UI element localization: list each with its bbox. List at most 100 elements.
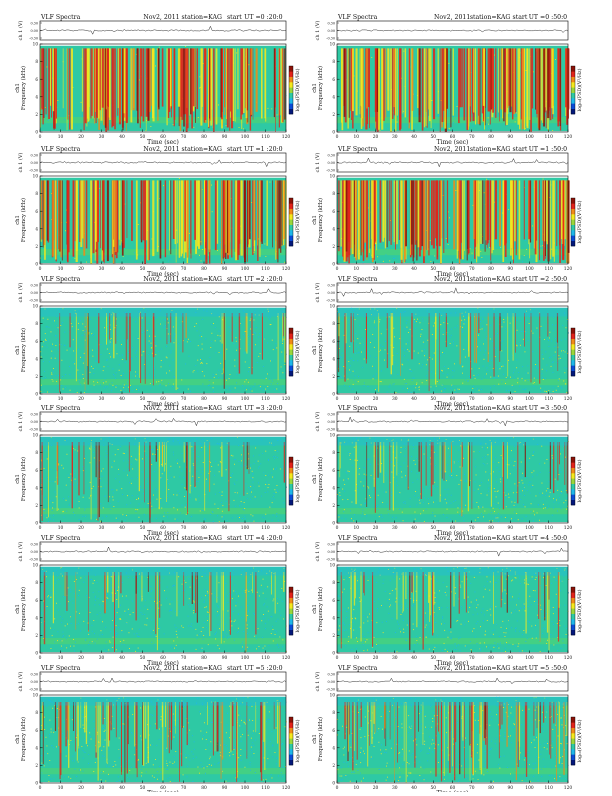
emission-stroke [360, 48, 361, 114]
noise-speck [357, 460, 358, 461]
noise-speck [271, 360, 272, 361]
emission-stroke [393, 442, 394, 511]
emission-stroke [468, 442, 469, 511]
noise-speck [79, 613, 80, 614]
noise-speck [437, 486, 438, 487]
noise-speck [511, 518, 512, 519]
noise-speck [410, 370, 411, 371]
noise-speck [146, 376, 147, 377]
noise-speck [44, 510, 45, 511]
noise-speck [542, 377, 543, 378]
colorbar-segment [571, 484, 575, 490]
noise-speck [411, 456, 412, 457]
noise-speck [181, 626, 182, 627]
emission-stroke [525, 442, 526, 477]
noise-speck [69, 366, 70, 367]
noise-speck [74, 339, 75, 340]
noise-speck [472, 347, 473, 348]
noise-speck [505, 364, 506, 365]
noise-speck [470, 248, 471, 249]
noise-speck [201, 474, 202, 475]
noise-speck [434, 487, 435, 488]
noise-speck [391, 495, 392, 496]
noise-speck [172, 586, 173, 587]
noise-speck [537, 367, 538, 368]
noise-speck [151, 348, 152, 349]
noise-speck [163, 578, 164, 579]
noise-speck [348, 347, 349, 348]
noise-speck [220, 335, 221, 336]
noise-speck [362, 513, 363, 514]
colorbar-segment [289, 473, 293, 479]
noise-speck [156, 344, 157, 345]
emission-stroke [453, 48, 454, 115]
waveform-tick-label: 0.00 [30, 420, 38, 424]
noise-speck [361, 352, 362, 353]
noise-speck [527, 520, 528, 521]
noise-speck [173, 494, 174, 495]
emission-stroke [239, 313, 240, 374]
noise-speck [489, 360, 490, 361]
noise-speck [511, 473, 512, 474]
noise-speck [419, 501, 420, 502]
emission-stroke [243, 48, 245, 113]
emission-stroke [542, 180, 543, 240]
noise-speck [255, 118, 256, 119]
noise-speck [564, 372, 565, 373]
noise-speck [494, 107, 495, 108]
noise-speck [344, 491, 345, 492]
emission-stroke [545, 180, 546, 256]
emission-stroke [512, 48, 513, 119]
noise-speck [456, 475, 457, 476]
noise-speck [50, 500, 51, 501]
noise-speck [539, 493, 540, 494]
noise-speck [251, 202, 252, 203]
noise-speck [348, 452, 349, 453]
colorbar-label: log₁₀(PSD)(V²/Hz) [294, 459, 301, 502]
y-tick-label: 2 [332, 244, 335, 249]
emission-stroke [113, 313, 114, 358]
chart-title: VLF Spectra [40, 405, 81, 412]
emission-stroke [221, 180, 222, 263]
y-tick-label: 2 [332, 112, 335, 117]
noise-speck [46, 576, 47, 577]
noise-speck [428, 498, 429, 499]
noise-speck [493, 449, 494, 450]
noise-speck [223, 637, 224, 638]
noise-speck [56, 342, 57, 343]
noise-speck [477, 389, 478, 390]
emission-stroke [58, 180, 59, 249]
colorbar-segment [289, 494, 293, 500]
emission-stroke [470, 313, 471, 379]
noise-speck [274, 477, 275, 478]
noise-speck [560, 359, 561, 360]
noise-speck [78, 323, 79, 324]
noise-speck [89, 448, 90, 449]
emission-stroke [186, 313, 187, 338]
noise-speck [522, 483, 523, 484]
x-tick-label: 30 [99, 135, 105, 140]
noise-speck [371, 475, 372, 476]
noise-speck [139, 504, 140, 505]
emission-stroke [378, 48, 380, 129]
noise-speck [65, 374, 66, 375]
waveform-tick-label: 0.00 [327, 161, 335, 165]
y-tick-label: 0 [332, 262, 335, 267]
noise-speck [406, 478, 407, 479]
noise-speck [55, 358, 56, 359]
noise-speck [357, 360, 358, 361]
noise-speck [363, 479, 364, 480]
noise-speck [207, 446, 208, 447]
noise-speck [62, 511, 63, 512]
noise-speck [553, 498, 554, 499]
y-tick-label: 2 [332, 503, 335, 508]
noise-speck [205, 519, 206, 520]
y-tick-label: 4 [332, 226, 335, 231]
noise-speck [56, 325, 57, 326]
noise-speck [213, 387, 214, 388]
noise-speck [121, 375, 122, 376]
noise-speck [374, 368, 375, 369]
emission-stroke [222, 48, 223, 112]
noise-speck [196, 449, 197, 450]
emission-stroke [495, 48, 496, 118]
